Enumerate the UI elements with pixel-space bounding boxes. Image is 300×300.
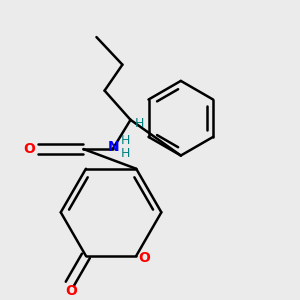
Text: H: H bbox=[135, 117, 144, 130]
Text: O: O bbox=[138, 251, 150, 266]
Text: O: O bbox=[23, 142, 35, 156]
Text: O: O bbox=[65, 284, 77, 298]
Text: N: N bbox=[107, 140, 119, 154]
Text: H: H bbox=[120, 134, 130, 147]
Text: H: H bbox=[120, 147, 130, 161]
